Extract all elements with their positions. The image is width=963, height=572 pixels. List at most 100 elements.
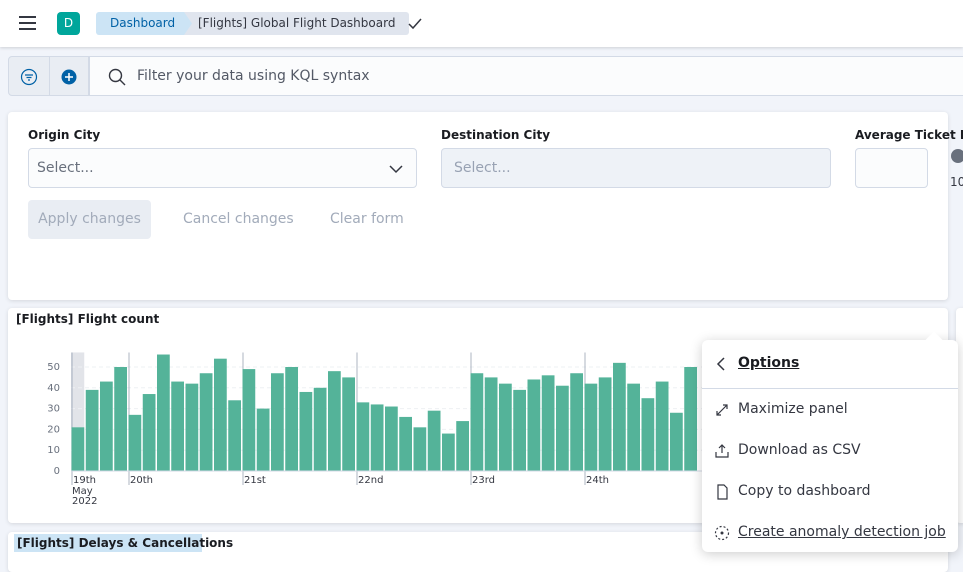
bar [427,410,441,471]
bar [328,371,341,471]
side-panel [956,308,963,523]
bar [142,394,156,471]
bar [85,389,99,471]
bar [342,377,355,471]
bar [100,381,113,471]
bar [584,383,598,471]
avatar[interactable]: D [57,12,80,35]
y-tick-label: 30 [47,404,60,415]
menu-item[interactable]: Maximize panel [738,401,848,417]
bar [242,369,256,471]
y-tick-label: 40 [47,383,60,394]
search-icon [108,68,126,86]
bar [313,387,327,471]
check-icon[interactable] [407,16,423,32]
top-bar: D Dashboard [Flights] Global Flight Dash… [0,0,963,47]
select-disabled: Select... [441,148,831,188]
controls-panel [8,112,948,300]
bar [214,358,227,471]
x-sublabel: May [72,486,93,497]
bar [513,389,526,471]
bar [527,379,541,471]
y-tick-label: 10 [47,445,60,456]
bar [613,362,626,471]
panel-title: [Flights] Flight count [16,312,160,326]
x-tick-label: 20th [130,475,153,486]
menu-title[interactable]: Options [738,355,800,371]
cancel-button[interactable]: Cancel changes [183,211,294,227]
select-placeholder: Select... [454,160,511,176]
x-tick-label: 22nd [358,475,383,486]
x-tick-label: 21st [244,475,266,486]
bar [470,373,484,471]
menu-item[interactable]: Download as CSV [738,442,861,458]
x-tick-label: 23rd [472,475,495,486]
bar [157,354,170,471]
bar [199,373,213,471]
slider-label: 10 [950,175,963,189]
x-tick-label: 19th [73,475,96,486]
breadcrumb[interactable]: Dashboard [96,12,195,35]
bar [670,412,683,471]
search-placeholder: Filter your data using KQL syntax [137,68,370,84]
bar [499,383,512,471]
bar [598,377,612,471]
bar [399,416,412,471]
bar [484,377,498,471]
bar [285,367,298,471]
field-label: Destination City [441,128,551,142]
search-input[interactable]: Filter your data using KQL syntax [89,56,963,96]
y-tick-label: 0 [54,466,60,477]
bar [684,367,697,471]
bar [171,381,184,471]
panel-title: [Flights] Delays & Cancellations [14,534,233,552]
slider-thumb[interactable] [951,149,963,163]
breadcrumb[interactable]: [Flights] Global Flight Dashboard [184,12,410,35]
filter-buttons [8,56,89,96]
back-icon[interactable] [715,357,727,371]
bar [655,381,669,471]
bar [641,398,655,471]
download-icon [715,444,729,458]
bar [228,400,241,471]
bar [271,373,284,471]
bar [541,375,555,471]
bar [627,383,640,471]
field-label: Average Ticket Price [855,128,963,142]
bar [299,391,313,471]
menu-icon[interactable] [19,15,37,31]
apply-button[interactable]: Apply changes [28,200,151,239]
copy-icon [717,484,728,500]
bar [556,385,569,471]
ml-icon [714,525,730,541]
filter-icon[interactable] [20,68,38,86]
number-input[interactable] [855,148,928,188]
bar [413,427,427,471]
bar [385,406,398,471]
bar [71,427,85,471]
select-placeholder: Select... [37,160,94,176]
bar [256,408,270,471]
bar [456,421,469,471]
bar [570,373,583,471]
maximize-icon [716,404,728,416]
chevron [389,165,403,174]
menu-item[interactable]: Copy to dashboard [738,483,871,499]
bar [128,414,142,471]
bar [356,402,370,471]
add-filter-icon[interactable] [60,68,78,86]
bar [185,383,199,471]
bar [114,367,127,471]
y-tick-label: 20 [47,424,60,435]
x-sublabel: 2022 [72,496,97,507]
context-menu: Options Maximize panel Download as CSV C… [702,331,958,552]
menu-item[interactable]: Create anomaly detection job [738,524,946,540]
clear-button[interactable]: Clear form [330,211,404,227]
y-tick-label: 50 [47,362,60,373]
bar [370,404,384,471]
select[interactable]: Select... [28,148,417,188]
bar [442,433,455,471]
x-tick-label: 24th [586,475,609,486]
field-label: Origin City [28,128,101,142]
